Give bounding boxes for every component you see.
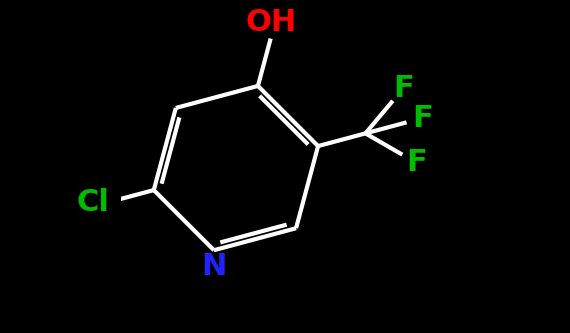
Text: Cl: Cl xyxy=(74,186,113,220)
Text: Cl: Cl xyxy=(77,188,110,217)
Text: F: F xyxy=(406,148,427,177)
Text: F: F xyxy=(412,104,433,133)
Text: F: F xyxy=(393,74,414,103)
Text: OH: OH xyxy=(245,8,296,37)
Text: F: F xyxy=(391,71,416,105)
Text: F: F xyxy=(404,146,429,180)
Text: F: F xyxy=(410,101,435,135)
Text: OH: OH xyxy=(240,5,301,39)
Text: N: N xyxy=(201,252,227,281)
Text: N: N xyxy=(199,249,229,284)
